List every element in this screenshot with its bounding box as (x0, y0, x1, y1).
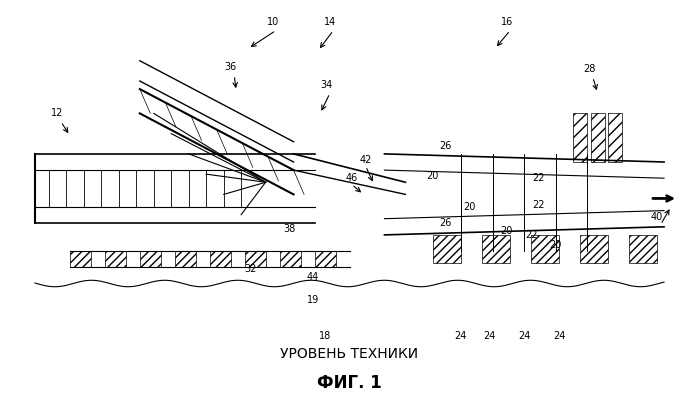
Text: 28: 28 (583, 64, 596, 74)
Text: 20: 20 (500, 226, 512, 236)
Polygon shape (105, 251, 126, 267)
Text: 24: 24 (518, 331, 531, 341)
Polygon shape (140, 251, 161, 267)
Polygon shape (531, 235, 559, 263)
Polygon shape (482, 235, 510, 263)
Polygon shape (591, 113, 605, 162)
Text: 14: 14 (324, 17, 336, 27)
Text: 22: 22 (532, 173, 545, 183)
Text: 40: 40 (651, 212, 663, 222)
Text: 20: 20 (426, 171, 438, 181)
Text: УРОВЕНЬ ТЕХНИКИ: УРОВЕНЬ ТЕХНИКИ (280, 347, 419, 361)
Text: 18: 18 (319, 331, 331, 341)
Text: 20: 20 (549, 240, 562, 250)
Text: 24: 24 (483, 331, 496, 341)
Polygon shape (580, 235, 608, 263)
Text: 36: 36 (224, 62, 237, 72)
Polygon shape (245, 251, 266, 267)
Text: 22: 22 (525, 230, 538, 240)
Polygon shape (175, 251, 196, 267)
Polygon shape (70, 251, 91, 267)
Text: 16: 16 (500, 17, 513, 27)
Polygon shape (280, 251, 301, 267)
Text: ФИГ. 1: ФИГ. 1 (317, 374, 382, 392)
Polygon shape (608, 113, 622, 162)
Text: 26: 26 (439, 141, 452, 151)
Text: 24: 24 (553, 331, 565, 341)
Text: 19: 19 (307, 295, 319, 305)
Text: 44: 44 (306, 273, 319, 282)
Polygon shape (433, 235, 461, 263)
Polygon shape (210, 251, 231, 267)
Text: 32: 32 (244, 264, 257, 274)
Text: 42: 42 (359, 155, 372, 165)
Text: 22: 22 (532, 200, 545, 209)
Text: 46: 46 (345, 173, 358, 183)
Polygon shape (629, 235, 657, 263)
Polygon shape (573, 113, 587, 162)
Text: 20: 20 (463, 202, 476, 211)
Polygon shape (315, 251, 336, 267)
Text: 12: 12 (51, 109, 64, 118)
Text: 34: 34 (320, 80, 333, 90)
Text: 38: 38 (283, 224, 296, 234)
Text: 10: 10 (266, 17, 279, 27)
Text: 24: 24 (454, 331, 466, 341)
Text: 26: 26 (439, 218, 452, 228)
